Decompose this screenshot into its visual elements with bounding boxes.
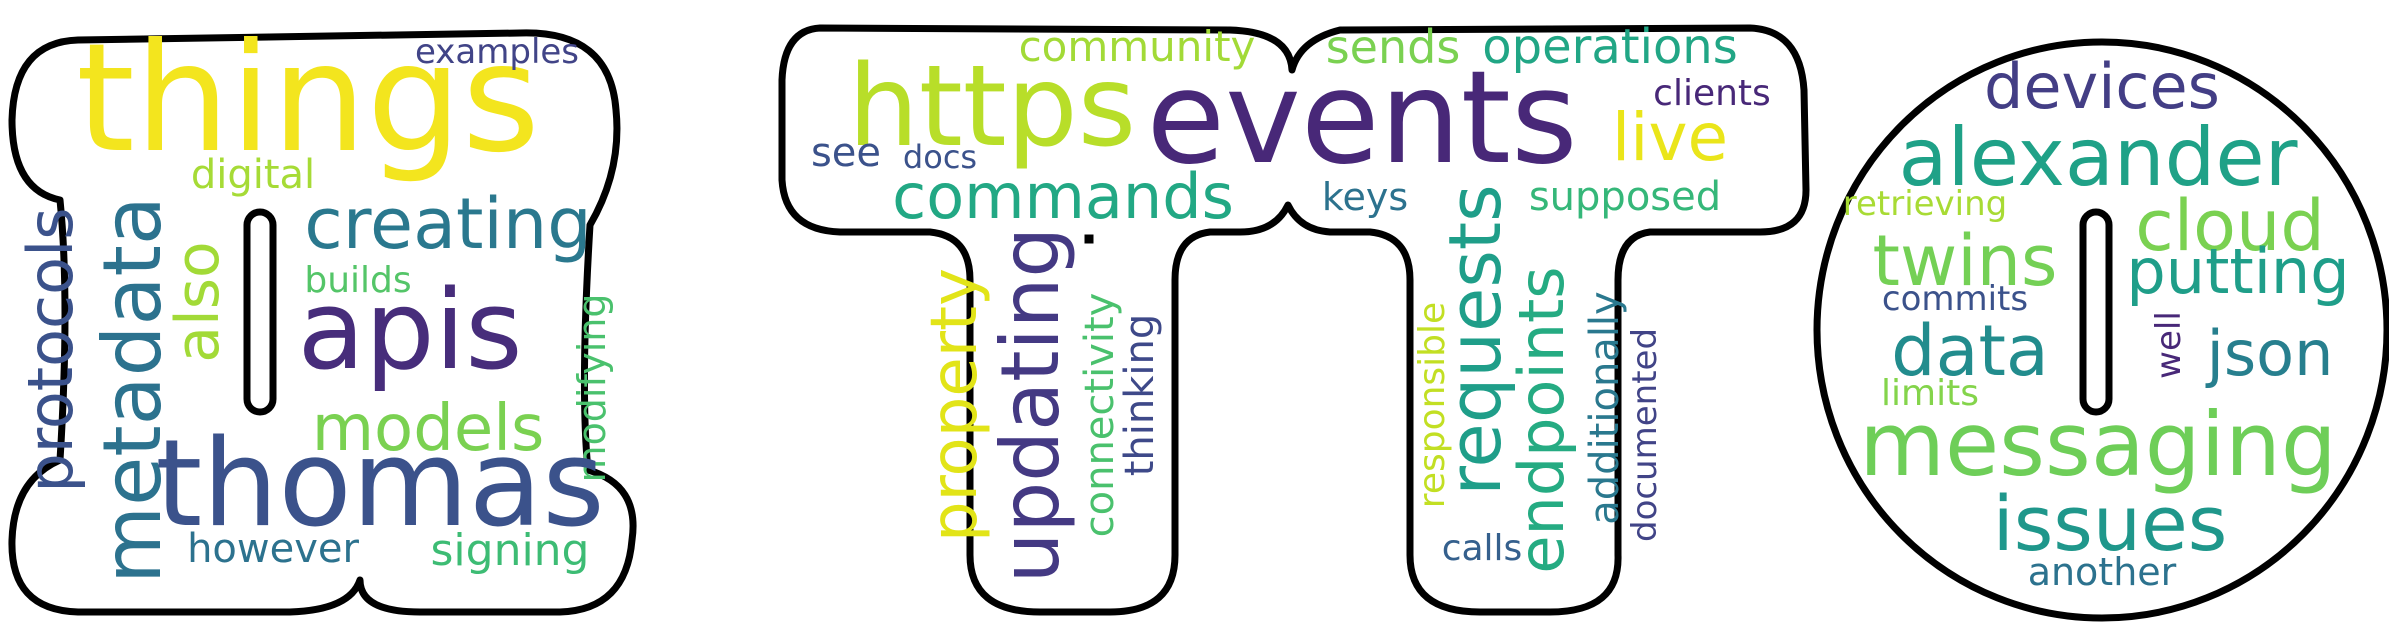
word-data: data bbox=[1891, 310, 2049, 392]
word-another: another bbox=[2028, 550, 2177, 594]
word-https: https bbox=[848, 42, 1136, 172]
word-requests: requests bbox=[1433, 184, 1517, 495]
word-calls: calls bbox=[1442, 528, 1523, 569]
word-operations: operations bbox=[1482, 19, 1737, 75]
word-issues: issues bbox=[1993, 479, 2228, 568]
word-protocols: protocols bbox=[14, 207, 87, 492]
word-well: well bbox=[2149, 311, 2189, 379]
word-documented: documented bbox=[1625, 328, 1665, 542]
letter-o-hole bbox=[2079, 208, 2113, 416]
word-additionally: additionally bbox=[1582, 291, 1628, 524]
word-property: property bbox=[918, 268, 992, 542]
word-examples: examples bbox=[415, 32, 579, 72]
word-alexander: alexander bbox=[1898, 111, 2297, 204]
word-models: models bbox=[312, 392, 545, 466]
word-putting: putting bbox=[2126, 235, 2349, 308]
word-digital: digital bbox=[191, 152, 315, 198]
word-cloud: cloud bbox=[2135, 185, 2325, 267]
word-twins: twins bbox=[1873, 220, 2058, 302]
word-messaging: messaging bbox=[1859, 393, 2336, 496]
letter-t1-outline bbox=[778, 24, 1810, 616]
word-commands: commands bbox=[892, 160, 1234, 233]
word-metadata: metadata bbox=[86, 196, 179, 584]
word-thomas: thomas bbox=[155, 415, 604, 554]
word-events: events bbox=[1146, 44, 1577, 193]
word-community: community bbox=[1019, 22, 1256, 71]
word-creating: creating bbox=[304, 183, 591, 265]
letter-i-outline bbox=[8, 29, 637, 616]
word-see: see bbox=[811, 130, 881, 176]
word-endpoints: endpoints bbox=[1505, 266, 1578, 573]
word-connectivity: connectivity bbox=[1077, 293, 1123, 538]
letter-i-hole bbox=[243, 208, 277, 416]
word-modifying: modifying bbox=[570, 294, 614, 483]
word-apis: apis bbox=[297, 266, 522, 394]
word-commits: commits bbox=[1882, 279, 2028, 319]
word-also: also bbox=[163, 241, 233, 362]
word-clients: clients bbox=[1653, 73, 1771, 114]
word-live: live bbox=[1612, 99, 1728, 176]
word-limits: limits bbox=[1881, 373, 1979, 414]
word-updating: updating bbox=[984, 227, 1077, 583]
word-json: json bbox=[2205, 317, 2334, 390]
word-devices: devices bbox=[1984, 50, 2220, 123]
word-retrieving: retrieving bbox=[1843, 184, 2008, 224]
word-sends: sends bbox=[1326, 20, 1461, 74]
word-however: however bbox=[187, 526, 359, 572]
word-builds: builds bbox=[304, 260, 411, 301]
word-things: things bbox=[76, 12, 540, 186]
word-signing: signing bbox=[430, 525, 589, 576]
word-responsible: responsible bbox=[1412, 302, 1453, 508]
word-supposed: supposed bbox=[1529, 174, 1721, 220]
letter-t-gap-mark bbox=[1084, 234, 1094, 244]
word-docs: docs bbox=[903, 138, 977, 176]
word-keys: keys bbox=[1322, 175, 1408, 219]
word-thinking: thinking bbox=[1117, 314, 1163, 477]
